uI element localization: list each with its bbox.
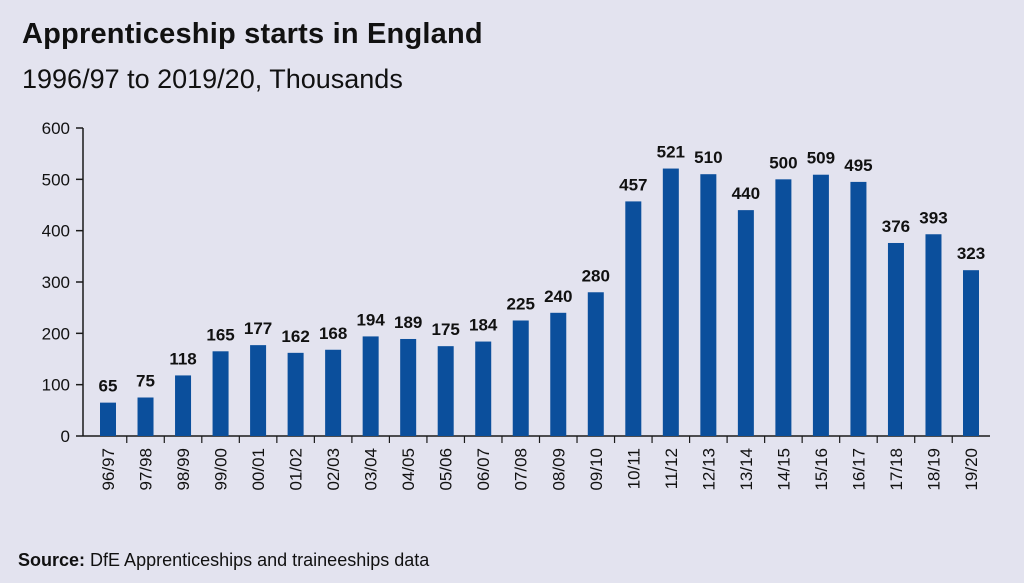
data-labels: 65 75 118 165 177 162 168 194 189 175 184 225 240 280… [99,143,986,396]
x-axis: 96/97 97/98 98/99 99/00 00/01 01/02 02/03 03/04… [83,435,990,491]
bar [700,174,717,436]
data-label: 75 [136,372,155,391]
data-label: 280 [582,266,610,285]
data-label: 393 [919,208,947,227]
data-label: 189 [394,313,422,332]
x-tick-label: 07/08 [512,448,531,491]
bar [587,292,604,436]
data-label: 175 [432,320,460,339]
data-label: 440 [732,184,760,203]
x-tick-label: 97/98 [137,448,156,491]
data-label: 495 [844,156,872,175]
bar [362,336,379,436]
source-note: Source: DfE Apprenticeships and trainees… [18,550,429,571]
data-label: 376 [882,217,910,236]
bar [963,270,979,436]
x-tick-label: 98/99 [174,448,193,491]
bar [512,320,529,436]
x-tick-label: 14/15 [774,448,793,491]
data-label: 240 [544,287,572,306]
x-tick-label: 04/05 [399,448,418,491]
x-tick-label: 18/19 [924,448,943,491]
bar [925,234,942,436]
data-label: 509 [807,149,835,168]
data-label: 184 [469,316,498,335]
data-label: 225 [507,295,535,314]
bar [287,352,304,436]
y-tick-label: 300 [42,273,70,292]
bar [737,210,754,436]
bar [400,338,417,436]
bar [137,397,154,436]
y-tick-label: 500 [42,170,70,189]
bar [812,174,829,437]
x-tick-label: 15/16 [812,448,831,491]
x-tick-label: 99/00 [212,448,231,491]
source-label: Source: [18,550,86,570]
bar [662,168,679,436]
data-label: 521 [657,143,685,162]
bar [250,345,267,436]
x-tick-label: 02/03 [324,448,343,491]
x-tick-label: 01/02 [287,448,306,491]
bar [175,375,192,436]
data-label: 177 [244,319,272,338]
x-tick-label: 96/97 [99,448,118,491]
x-tick-label: 03/04 [362,448,381,491]
bar [100,402,116,436]
data-label: 194 [356,310,385,329]
x-tick-label: 10/11 [624,448,643,489]
x-tick-label: 09/10 [587,448,606,491]
y-tick-label: 400 [42,222,70,241]
chart-subtitle: 1996/97 to 2019/20, Thousands [22,64,403,94]
x-tick-label: 19/20 [962,448,981,491]
x-tick-label: 06/07 [474,448,493,491]
bar [550,312,567,436]
bar [625,201,642,436]
data-label: 118 [169,349,196,368]
bars [100,168,979,437]
y-tick-label: 200 [42,324,70,343]
x-tick-label: 00/01 [249,448,268,491]
x-tick-label: 17/18 [887,448,906,491]
data-label: 500 [769,153,797,172]
source-text: DfE Apprenticeships and traineeships dat… [90,550,430,570]
bar [475,341,492,436]
chart-title: Apprenticeship starts in England [22,18,483,50]
data-label: 457 [619,175,647,194]
x-tick-label: 05/06 [437,448,456,491]
y-tick-label: 600 [42,119,70,138]
bar [887,242,904,436]
data-label: 510 [694,148,722,167]
x-tick-label: 16/17 [849,448,868,491]
data-label: 323 [957,244,985,263]
data-label: 162 [281,327,309,346]
bar [325,349,342,436]
x-tick-label: 13/14 [737,448,756,491]
bar [437,346,454,436]
data-label: 165 [206,325,234,344]
y-tick-label: 0 [61,427,70,446]
bar [775,179,792,437]
bar [212,351,229,436]
x-tick-label: 12/13 [699,448,718,491]
bar [850,181,867,436]
y-axis: 0 100 200 300 400 500 600 [42,119,84,446]
y-tick-label: 100 [42,376,70,395]
data-label: 65 [99,377,118,396]
data-label: 168 [319,324,347,343]
x-tick-label: 11/12 [662,448,681,489]
x-tick-label: 08/09 [549,448,568,491]
